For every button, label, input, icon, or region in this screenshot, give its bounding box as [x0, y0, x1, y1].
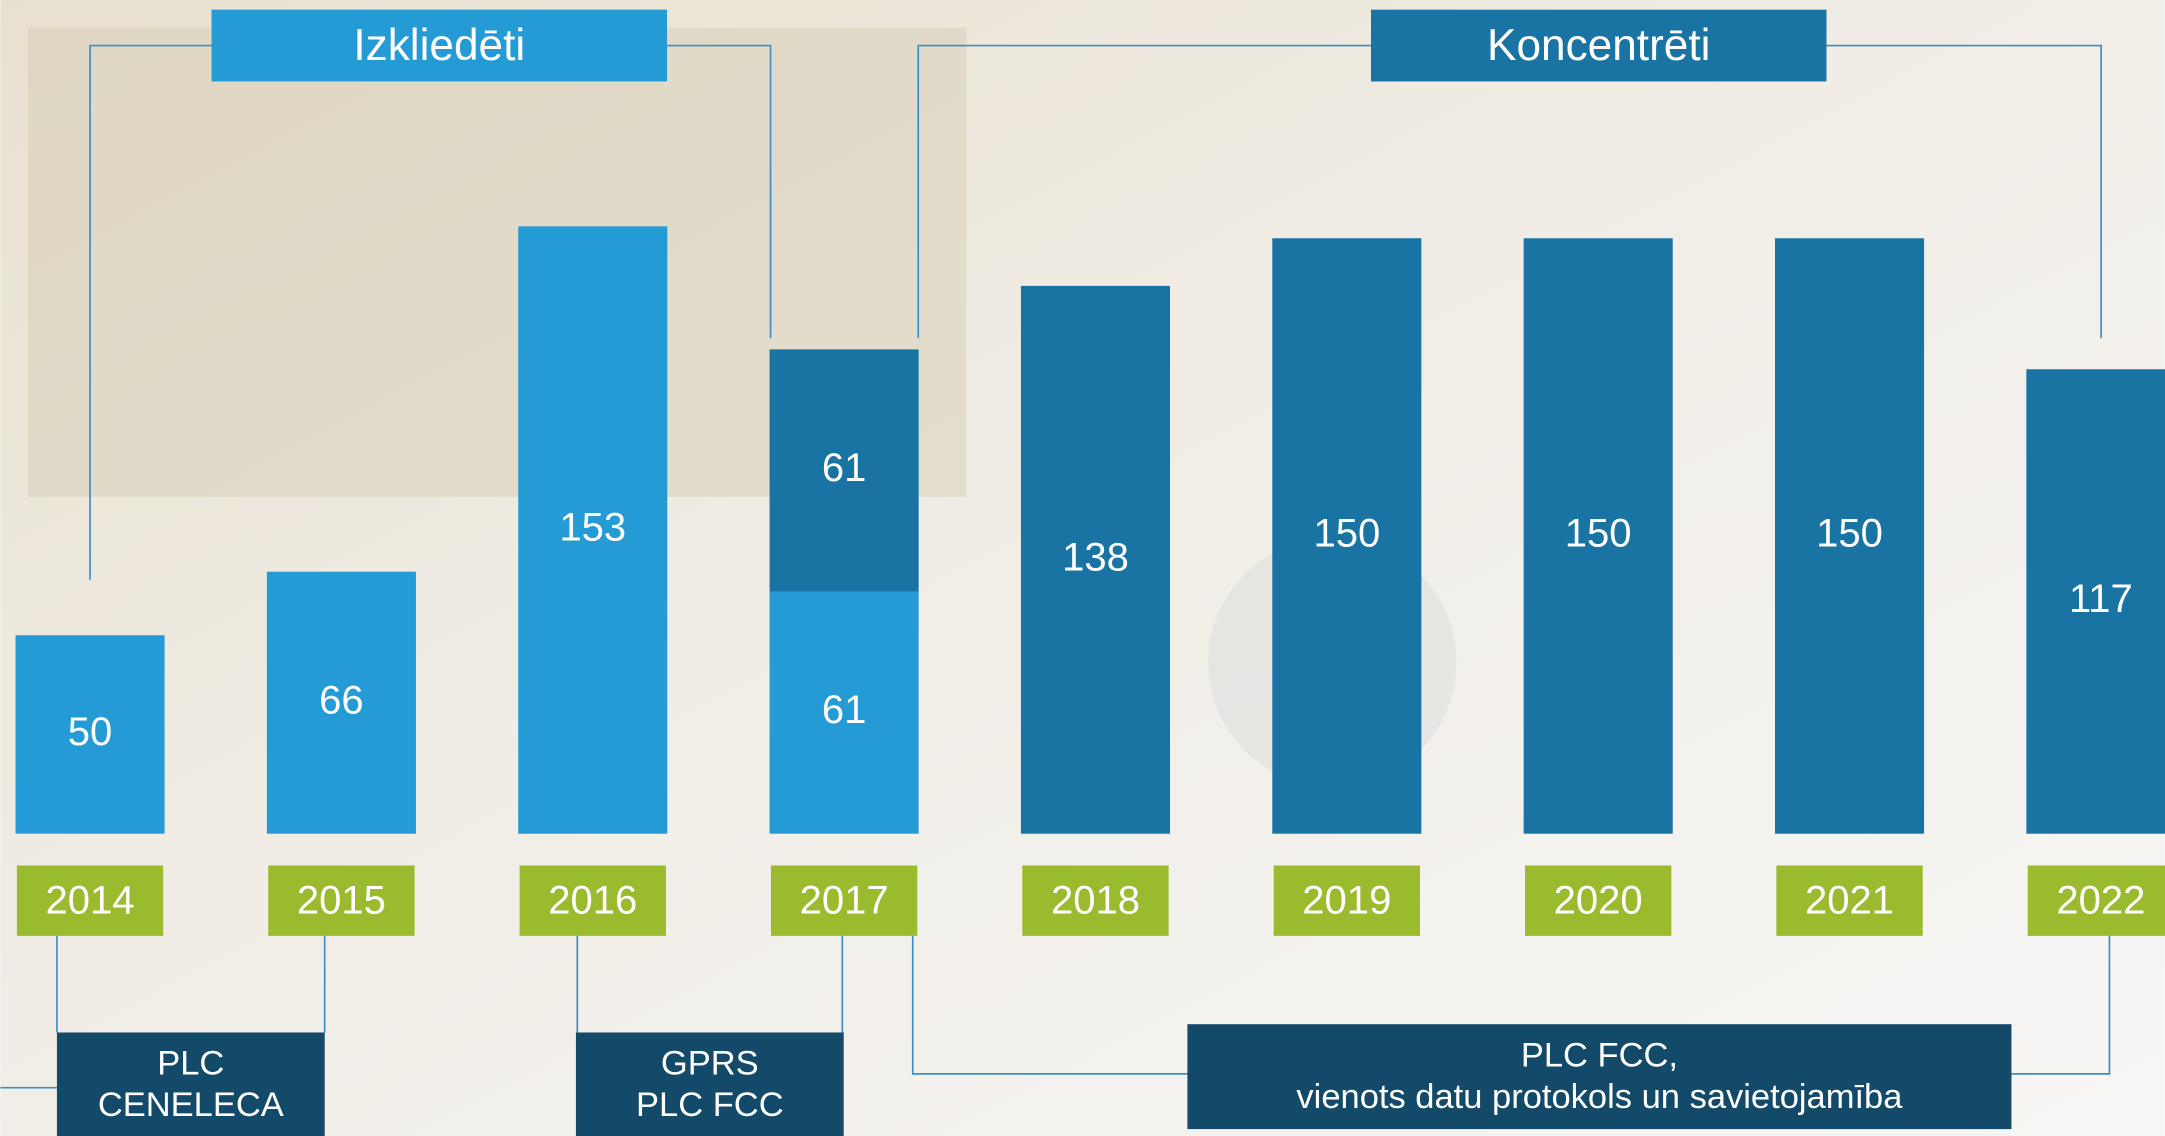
bracket	[917, 44, 1371, 339]
bar	[2026, 369, 2165, 834]
annotation-text: PLC FCC,	[1521, 1036, 1678, 1074]
series-header-label: Izkliedēti	[353, 21, 525, 70]
category-box	[1022, 865, 1169, 936]
bar	[1020, 285, 1171, 834]
bracket	[667, 44, 772, 339]
bar	[1775, 238, 1925, 834]
bar	[15, 635, 165, 834]
category-box	[16, 865, 164, 936]
data-label: 150	[1313, 512, 1380, 556]
bar	[769, 349, 919, 592]
category-box	[1273, 865, 1420, 936]
annotation-box	[1187, 1024, 2012, 1130]
category-box	[770, 865, 918, 936]
category-box	[1525, 865, 1672, 936]
annotation-text: PLC	[157, 1045, 224, 1083]
connector	[911, 935, 1188, 1075]
bar	[1523, 238, 1673, 834]
data-label: 150	[1565, 512, 1632, 556]
x-tick-label: 2018	[1051, 878, 1140, 922]
annotation-box	[575, 1032, 844, 1136]
category-box	[268, 865, 415, 936]
series-header-label: Koncentrēti	[1487, 21, 1710, 70]
data-label: 150	[1816, 512, 1883, 556]
x-tick-label: 2017	[800, 878, 889, 922]
x-tick-label: 2021	[1805, 878, 1894, 922]
annotation-text: vienots datu protokols un savietojamība	[1296, 1078, 1903, 1116]
x-tick-label: 2020	[1554, 878, 1643, 922]
category-box	[519, 865, 666, 936]
x-tick-label: 2014	[46, 878, 135, 922]
data-label: 66	[319, 678, 364, 722]
series-header	[211, 9, 668, 82]
series-header	[1370, 9, 1827, 82]
data-label: 61	[822, 688, 867, 732]
data-label: 50	[68, 710, 113, 754]
data-label: 153	[559, 506, 626, 550]
bar	[1272, 238, 1422, 834]
connector	[2011, 933, 2111, 1075]
bar	[518, 226, 668, 834]
annotation-text: PLC FCC	[636, 1086, 784, 1124]
data-label: 117	[2069, 577, 2133, 621]
annotation-box	[56, 1032, 325, 1136]
annotation-text: GPRS	[661, 1045, 759, 1083]
category-box	[2027, 865, 2165, 936]
x-tick-label: 2019	[1302, 878, 1391, 922]
x-tick-label: 2016	[548, 878, 637, 922]
bracket	[1826, 44, 2103, 339]
category-box	[1776, 865, 1923, 936]
bracket	[89, 44, 212, 580]
bar	[769, 591, 919, 834]
bar	[266, 571, 416, 834]
x-tick-label: 2022	[2056, 878, 2145, 922]
data-label: 61	[822, 446, 867, 490]
annotation-text: CENELECA	[98, 1086, 284, 1124]
x-tick-label: 2015	[297, 878, 386, 922]
data-label: 138	[1062, 535, 1129, 579]
